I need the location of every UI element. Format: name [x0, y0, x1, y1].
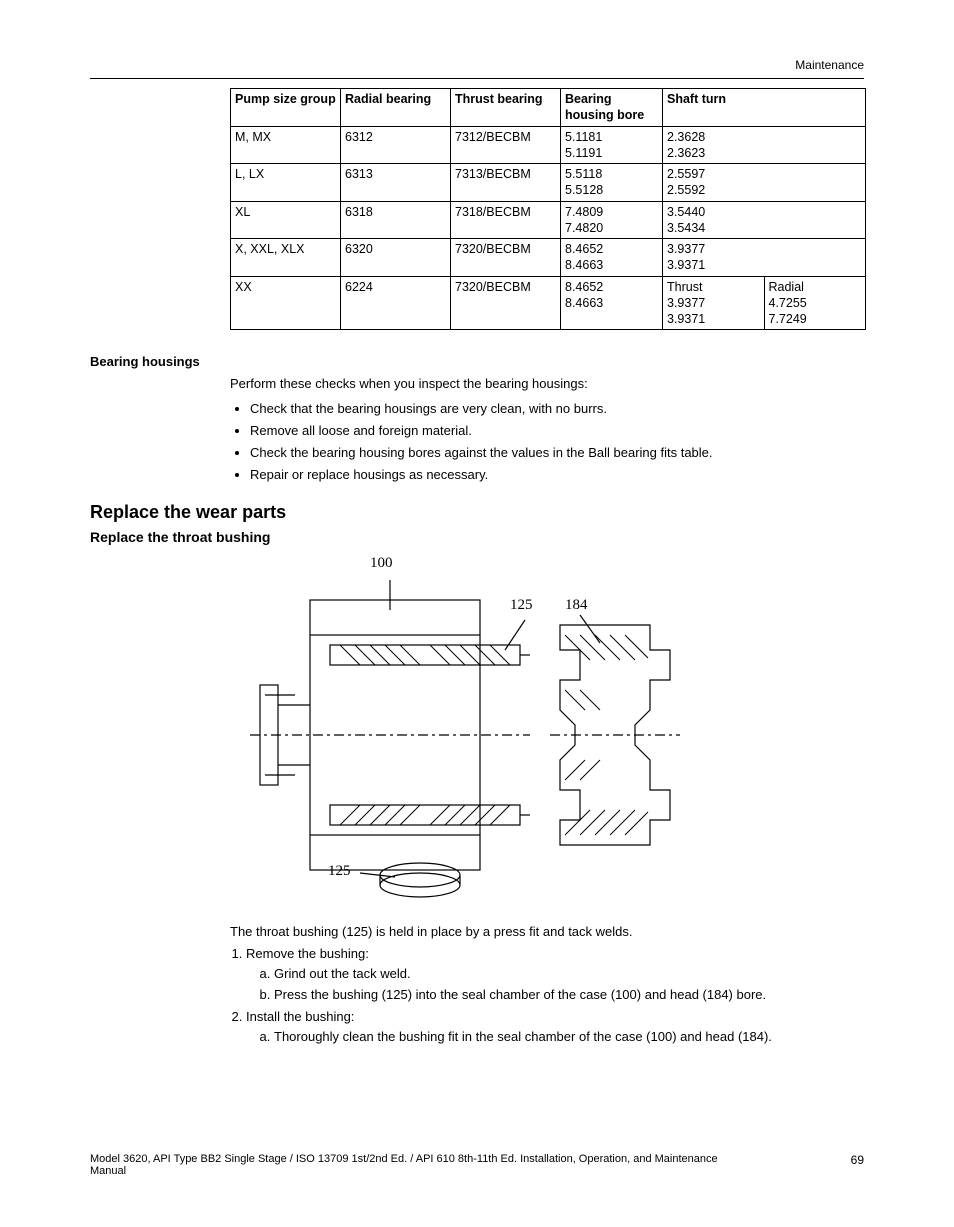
table-row: X, XXL, XLX63207320/BECBM8.4652 8.46633.…: [231, 239, 866, 277]
col-shaft: Shaft turn: [663, 89, 866, 127]
throat-bushing-figure: 100 125 184 125: [230, 555, 710, 915]
replace-wear-heading: Replace the wear parts: [90, 502, 864, 523]
table-cell: 8.4652 8.4663: [561, 276, 663, 330]
footer-text: Model 3620, API Type BB2 Single Stage / …: [90, 1153, 750, 1177]
table-cell: 7318/BECBM: [451, 201, 561, 239]
table-cell: 6224: [341, 276, 451, 330]
table-cell: 5.1181 5.1191: [561, 126, 663, 164]
fig-label-125-top: 125: [510, 597, 533, 614]
list-item: Remove all loose and foreign material.: [250, 420, 864, 442]
footer-page-number: 69: [851, 1153, 864, 1167]
table-cell: 5.5118 5.5128: [561, 164, 663, 202]
table-cell: 7312/BECBM: [451, 126, 561, 164]
throat-steps: Remove the bushing:Grind out the tack we…: [246, 944, 864, 1047]
list-item: Check that the bearing housings are very…: [250, 398, 864, 420]
table-row: M, MX63127312/BECBM5.1181 5.11912.3628 2…: [231, 126, 866, 164]
list-item: Repair or replace housings as necessary.: [250, 464, 864, 486]
table-row: XX62247320/BECBM8.4652 8.4663Thrust 3.93…: [231, 276, 866, 330]
bearing-table: Pump size group Radial bearing Thrust be…: [230, 88, 866, 330]
substep-item: Grind out the tack weld.: [274, 964, 864, 984]
table-cell: 8.4652 8.4663: [561, 239, 663, 277]
bearing-housings-heading: Bearing housings: [90, 354, 864, 369]
col-bore: Bearing housing bore: [561, 89, 663, 127]
fig-label-125-bottom: 125: [328, 863, 351, 880]
table-row: L, LX63137313/BECBM5.5118 5.51282.5597 2…: [231, 164, 866, 202]
step-item: Install the bushing:Thoroughly clean the…: [246, 1007, 864, 1047]
table-cell: 6318: [341, 201, 451, 239]
replace-throat-heading: Replace the throat bushing: [90, 529, 864, 545]
fig-label-100: 100: [370, 555, 393, 572]
table-cell: L, LX: [231, 164, 341, 202]
page-footer: Model 3620, API Type BB2 Single Stage / …: [90, 1153, 864, 1177]
table-cell: 6313: [341, 164, 451, 202]
bushing-diagram-svg: [230, 555, 710, 915]
substep-item: Thoroughly clean the bushing fit in the …: [274, 1027, 864, 1047]
table-cell: 7313/BECBM: [451, 164, 561, 202]
table-cell: M, MX: [231, 126, 341, 164]
table-cell: XL: [231, 201, 341, 239]
col-pump-size: Pump size group: [231, 89, 341, 127]
table-cell: Thrust 3.9377 3.9371Radial 4.7255 7.7249: [663, 276, 866, 330]
table-row: XL63187318/BECBM7.4809 7.48203.5440 3.54…: [231, 201, 866, 239]
bearing-housings-list: Check that the bearing housings are very…: [250, 398, 864, 486]
table-cell: 7320/BECBM: [451, 276, 561, 330]
fig-label-184: 184: [565, 597, 588, 614]
table-cell: 2.3628 2.3623: [663, 126, 866, 164]
table-cell: 7320/BECBM: [451, 239, 561, 277]
table-cell: 3.5440 3.5434: [663, 201, 866, 239]
table-cell: 3.9377 3.9371: [663, 239, 866, 277]
bearing-housings-intro: Perform these checks when you inspect th…: [230, 375, 864, 394]
header-rule: [90, 78, 864, 79]
substep-item: Press the bushing (125) into the seal ch…: [274, 985, 864, 1005]
col-radial: Radial bearing: [341, 89, 451, 127]
list-item: Check the bearing housing bores against …: [250, 442, 864, 464]
table-cell: 2.5597 2.5592: [663, 164, 866, 202]
throat-intro: The throat bushing (125) is held in plac…: [230, 923, 864, 942]
table-cell: 6320: [341, 239, 451, 277]
table-cell: 6312: [341, 126, 451, 164]
table-cell: XX: [231, 276, 341, 330]
col-thrust: Thrust bearing: [451, 89, 561, 127]
table-header-row: Pump size group Radial bearing Thrust be…: [231, 89, 866, 127]
table-cell: X, XXL, XLX: [231, 239, 341, 277]
table-cell: 7.4809 7.4820: [561, 201, 663, 239]
step-item: Remove the bushing:Grind out the tack we…: [246, 944, 864, 1004]
header-section-label: Maintenance: [795, 58, 864, 72]
